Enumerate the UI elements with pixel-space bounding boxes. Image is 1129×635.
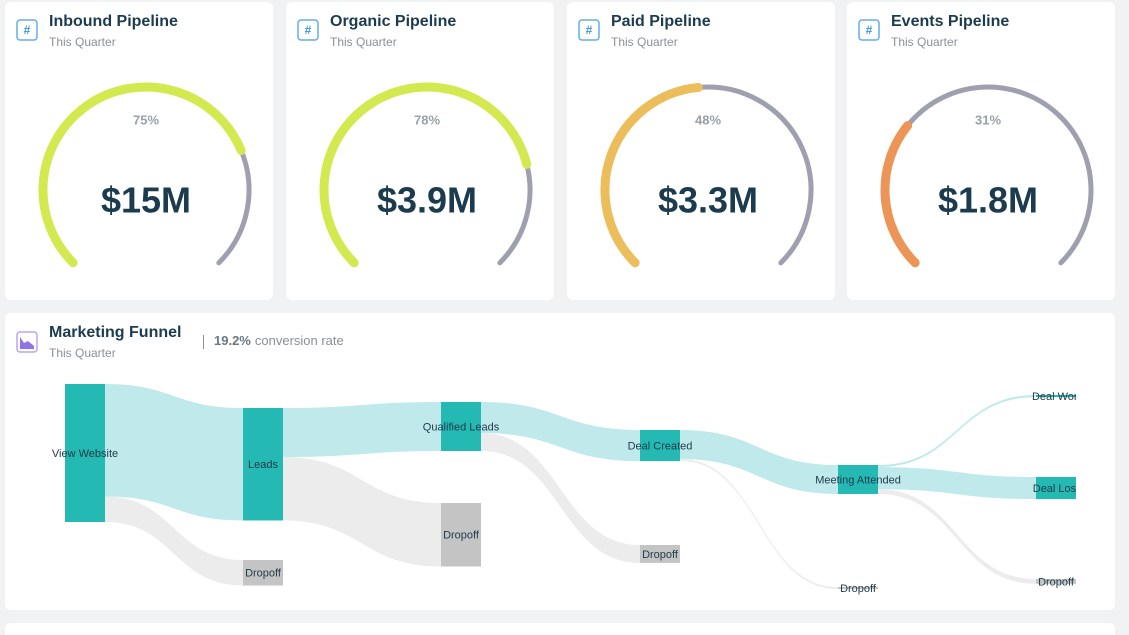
card-subtitle: This Quarter	[49, 35, 116, 49]
link	[283, 456, 441, 567]
gauge-percent: 78%	[414, 112, 440, 127]
node	[1036, 477, 1076, 500]
conversion: 19.2% conversion rate	[214, 333, 344, 348]
card-subtitle: This Quarter	[611, 35, 678, 49]
card	[5, 2, 273, 300]
node-label: Leads	[248, 459, 278, 471]
node	[1036, 579, 1076, 584]
node-label: Dropoff	[840, 583, 877, 595]
card	[286, 2, 554, 300]
gauge-card: # Paid Pipeline This Quarter 48% $3.3M	[567, 2, 835, 300]
node	[441, 503, 481, 567]
sankey: View Website Leads Dropoff Qualified Leads D…	[52, 384, 1080, 595]
card-title: Paid Pipeline	[611, 13, 711, 30]
conversion-text: conversion rate	[255, 333, 344, 348]
link	[105, 496, 243, 586]
node-label: Dropoff	[245, 568, 282, 580]
gauge-track	[497, 161, 533, 266]
node	[65, 384, 105, 522]
hash-icon	[297, 19, 319, 41]
gauge-card: # Organic Pipeline This Quarter 78% $3.9M	[286, 2, 554, 300]
node-label: Dropoff	[1038, 576, 1075, 588]
next-card	[5, 623, 1115, 635]
hash-symbol: #	[24, 23, 31, 37]
node	[243, 560, 283, 586]
gauge-fill	[38, 82, 246, 268]
link	[878, 467, 1036, 500]
funnel-subtitle: This Quarter	[49, 346, 116, 360]
funnel-icon	[16, 331, 38, 353]
link	[878, 489, 1036, 584]
card-title: Inbound Pipeline	[49, 13, 178, 30]
link	[878, 395, 1036, 468]
funnel-card	[5, 313, 1115, 610]
card-subtitle: This Quarter	[330, 35, 397, 49]
link	[680, 430, 838, 494]
node	[640, 545, 680, 563]
node-label: Dropoff	[642, 549, 679, 561]
conversion-rate: 19.2%	[214, 333, 251, 348]
node-label: Dropoff	[443, 530, 480, 542]
node	[1036, 395, 1076, 398]
gauge-fill	[319, 82, 532, 268]
hash-symbol: #	[305, 23, 312, 37]
card-title: Organic Pipeline	[330, 13, 456, 30]
gauge-percent: 75%	[133, 112, 159, 127]
node	[640, 430, 680, 462]
gauge-percent: 31%	[975, 112, 1001, 127]
node-label: Meeting Attended	[815, 474, 901, 486]
links	[105, 384, 1036, 590]
link	[680, 458, 838, 590]
gauge-track	[216, 148, 252, 266]
gauge-value: $15M	[101, 180, 191, 221]
funnel-title: Marketing Funnel	[49, 324, 181, 341]
gauge-card: # Events Pipeline This Quarter 31% $1.8M	[847, 2, 1115, 300]
node	[243, 408, 283, 521]
link	[481, 402, 640, 462]
gauge-fill	[880, 121, 920, 268]
node	[838, 465, 878, 494]
node-label: Deal Lost	[1033, 483, 1079, 495]
hash-icon	[858, 19, 880, 41]
card	[567, 2, 835, 300]
node	[441, 402, 481, 451]
link	[481, 433, 640, 563]
hash-icon	[16, 19, 38, 41]
gauge-track	[905, 84, 1094, 266]
gauge-value: $3.3M	[658, 180, 758, 221]
gauge-track	[695, 84, 814, 266]
node-label: Qualified Leads	[423, 421, 500, 433]
gauge-card: # Inbound Pipeline This Quarter 75% $15M	[5, 2, 273, 300]
card-subtitle: This Quarter	[891, 35, 958, 49]
hash-icon	[578, 19, 600, 41]
gauge-value: $1.8M	[938, 180, 1038, 221]
hash-symbol: #	[866, 23, 873, 37]
gauge-cards: # Inbound Pipeline This Quarter 75% $15M # Org…	[5, 2, 1115, 300]
node-label: Deal Created	[628, 440, 693, 452]
gauge-percent: 48%	[695, 112, 721, 127]
card	[847, 2, 1115, 300]
node-label: Deal Won	[1032, 391, 1080, 403]
card-title: Events Pipeline	[891, 13, 1009, 30]
gauge-value: $3.9M	[377, 180, 477, 221]
link	[283, 402, 441, 457]
link	[105, 384, 243, 521]
node	[838, 587, 878, 590]
node-label: View Website	[52, 448, 118, 460]
hash-symbol: #	[586, 23, 593, 37]
gauge-fill	[600, 82, 703, 268]
